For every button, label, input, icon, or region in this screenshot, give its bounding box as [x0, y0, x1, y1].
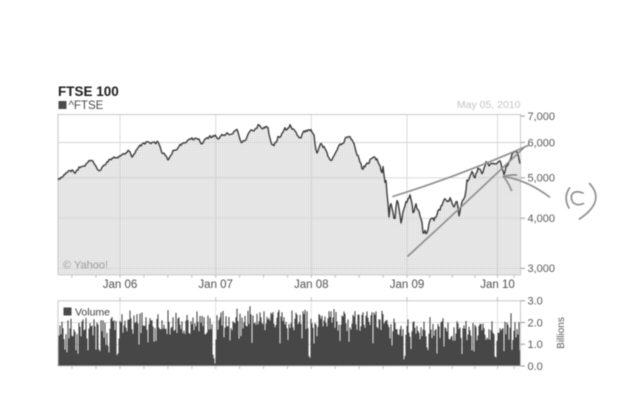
svg-text:0.0: 0.0 [528, 361, 543, 373]
svg-text:© Yahoo!: © Yahoo! [63, 260, 108, 272]
svg-text:5,000: 5,000 [528, 173, 556, 185]
svg-text:1.0: 1.0 [528, 339, 543, 351]
svg-text:2.0: 2.0 [528, 317, 543, 329]
svg-text:Billions: Billions [556, 317, 567, 349]
svg-text:Jan 09: Jan 09 [390, 279, 425, 291]
svg-text:Jan 08: Jan 08 [294, 279, 329, 291]
svg-text:6,000: 6,000 [528, 137, 556, 149]
svg-text:3,000: 3,000 [528, 263, 556, 275]
svg-text:Jan 07: Jan 07 [198, 279, 233, 291]
svg-text:Volume: Volume [75, 307, 110, 319]
svg-text:Jan 10: Jan 10 [480, 279, 515, 291]
svg-text:3.0: 3.0 [528, 296, 543, 308]
svg-text:Jan 06: Jan 06 [103, 279, 138, 291]
svg-text:4,000: 4,000 [528, 213, 556, 225]
svg-text:^FTSE: ^FTSE [69, 100, 104, 112]
svg-text:FTSE 100: FTSE 100 [58, 84, 119, 99]
svg-text:7,000: 7,000 [528, 111, 556, 123]
svg-text:May 05, 2010: May 05, 2010 [457, 99, 521, 111]
